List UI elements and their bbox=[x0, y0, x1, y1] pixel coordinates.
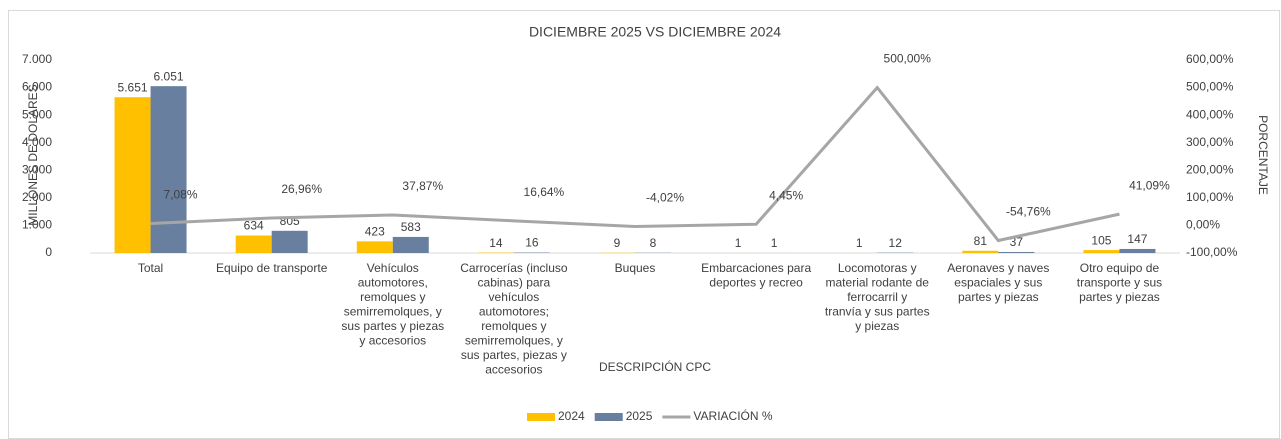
bar-value-label: 5.651 bbox=[118, 80, 148, 94]
line-value-label: 4,45% bbox=[769, 188, 803, 202]
bar-value-label: 1 bbox=[856, 236, 863, 250]
bar bbox=[271, 230, 308, 253]
bar-value-label: 14 bbox=[489, 236, 503, 250]
y-tick-label: 1.000 bbox=[22, 218, 52, 232]
x-tick-label: Embarcaciones para deportes y recreo bbox=[701, 261, 811, 290]
bar-value-label: 8 bbox=[650, 236, 657, 250]
bar-value-label: 634 bbox=[244, 219, 264, 233]
bar-value-label: 16 bbox=[525, 236, 539, 250]
y-tick-label: 2.000 bbox=[22, 190, 52, 204]
chart-frame bbox=[8, 10, 1280, 439]
x-tick-label: Otro equipo de transporte y sus partes y p… bbox=[1077, 261, 1162, 304]
bar bbox=[962, 250, 999, 253]
line-value-label: 500,00% bbox=[884, 52, 932, 66]
y2-tick-label: 200,00% bbox=[1186, 162, 1234, 176]
bar-value-label: 1 bbox=[771, 236, 778, 250]
bar-value-label: 12 bbox=[889, 236, 903, 250]
x-tick-label: Buques bbox=[615, 261, 656, 275]
bar-value-label: 105 bbox=[1091, 233, 1111, 247]
bar bbox=[392, 236, 429, 253]
line-value-label: 37,87% bbox=[402, 179, 443, 193]
x-tick-label: Equipo de transporte bbox=[216, 261, 328, 275]
bar-value-label: 147 bbox=[1127, 232, 1147, 246]
bar-value-label: 583 bbox=[401, 220, 421, 234]
legend-label: VARIACIÓN % bbox=[693, 408, 772, 423]
bar-value-label: 1 bbox=[735, 236, 742, 250]
x-tick-label: Locomotoras y material rodante de ferrocar… bbox=[825, 261, 930, 333]
legend-swatch bbox=[527, 413, 555, 421]
legend-label: 2025 bbox=[626, 409, 653, 423]
bar-value-label: 423 bbox=[365, 225, 385, 239]
y-tick-label: 6.000 bbox=[22, 80, 52, 94]
bar bbox=[356, 241, 393, 253]
line bbox=[150, 85, 1120, 243]
line-value-label: 7,08% bbox=[164, 188, 198, 202]
x-tick-label: Total bbox=[138, 261, 163, 275]
x-tick-label: Vehículos automotores, remolques y semirrem… bbox=[341, 261, 444, 348]
y-tick-label: 7.000 bbox=[22, 52, 52, 66]
line-value-label: 26,96% bbox=[281, 182, 322, 196]
y2-tick-label: 0,00% bbox=[1186, 218, 1220, 232]
bar-value-label: 6.051 bbox=[154, 69, 184, 83]
x-tick-label: Aeronaves y naves espaciales y sus partes … bbox=[947, 261, 1049, 304]
y2-tick-label: 500,00% bbox=[1186, 80, 1234, 94]
line-value-label: -4,02% bbox=[646, 191, 684, 205]
y2-tick-label: 600,00% bbox=[1186, 52, 1234, 66]
y2-tick-label: 300,00% bbox=[1186, 135, 1234, 149]
y2-tick-label: 400,00% bbox=[1186, 107, 1234, 121]
chart-title: DICIEMBRE 2025 VS DICIEMBRE 2024 bbox=[529, 24, 781, 40]
bar bbox=[114, 97, 151, 254]
y2-axis-label: PORCENTAJE bbox=[1256, 115, 1270, 195]
x-tick-label: Carrocerías (incluso cabinas) para vehícul… bbox=[460, 261, 568, 377]
y2-tick-label: -100,00% bbox=[1186, 245, 1238, 259]
bar-value-label: 9 bbox=[614, 236, 621, 250]
y-axis-label: MILLONES DE DOLARES bbox=[26, 84, 40, 225]
bar bbox=[1119, 248, 1156, 253]
line-value-label: 41,09% bbox=[1129, 178, 1170, 192]
legend-label: 2024 bbox=[558, 409, 585, 423]
line-value-label: 16,64% bbox=[524, 185, 565, 199]
y2-tick-label: 100,00% bbox=[1186, 190, 1234, 204]
line-value-label: -54,76% bbox=[1006, 205, 1051, 219]
bar bbox=[235, 235, 272, 253]
y-tick-label: 0 bbox=[45, 245, 52, 259]
y-tick-label: 4.000 bbox=[22, 135, 52, 149]
bar bbox=[1083, 250, 1120, 253]
y-tick-label: 3.000 bbox=[22, 162, 52, 176]
y-tick-label: 5.000 bbox=[22, 107, 52, 121]
bar-value-label: 81 bbox=[974, 234, 988, 248]
bar bbox=[150, 86, 187, 253]
x-axis-label: DESCRIPCIÓN CPC bbox=[599, 359, 711, 374]
legend-swatch bbox=[594, 413, 623, 421]
bar bbox=[998, 251, 1035, 253]
